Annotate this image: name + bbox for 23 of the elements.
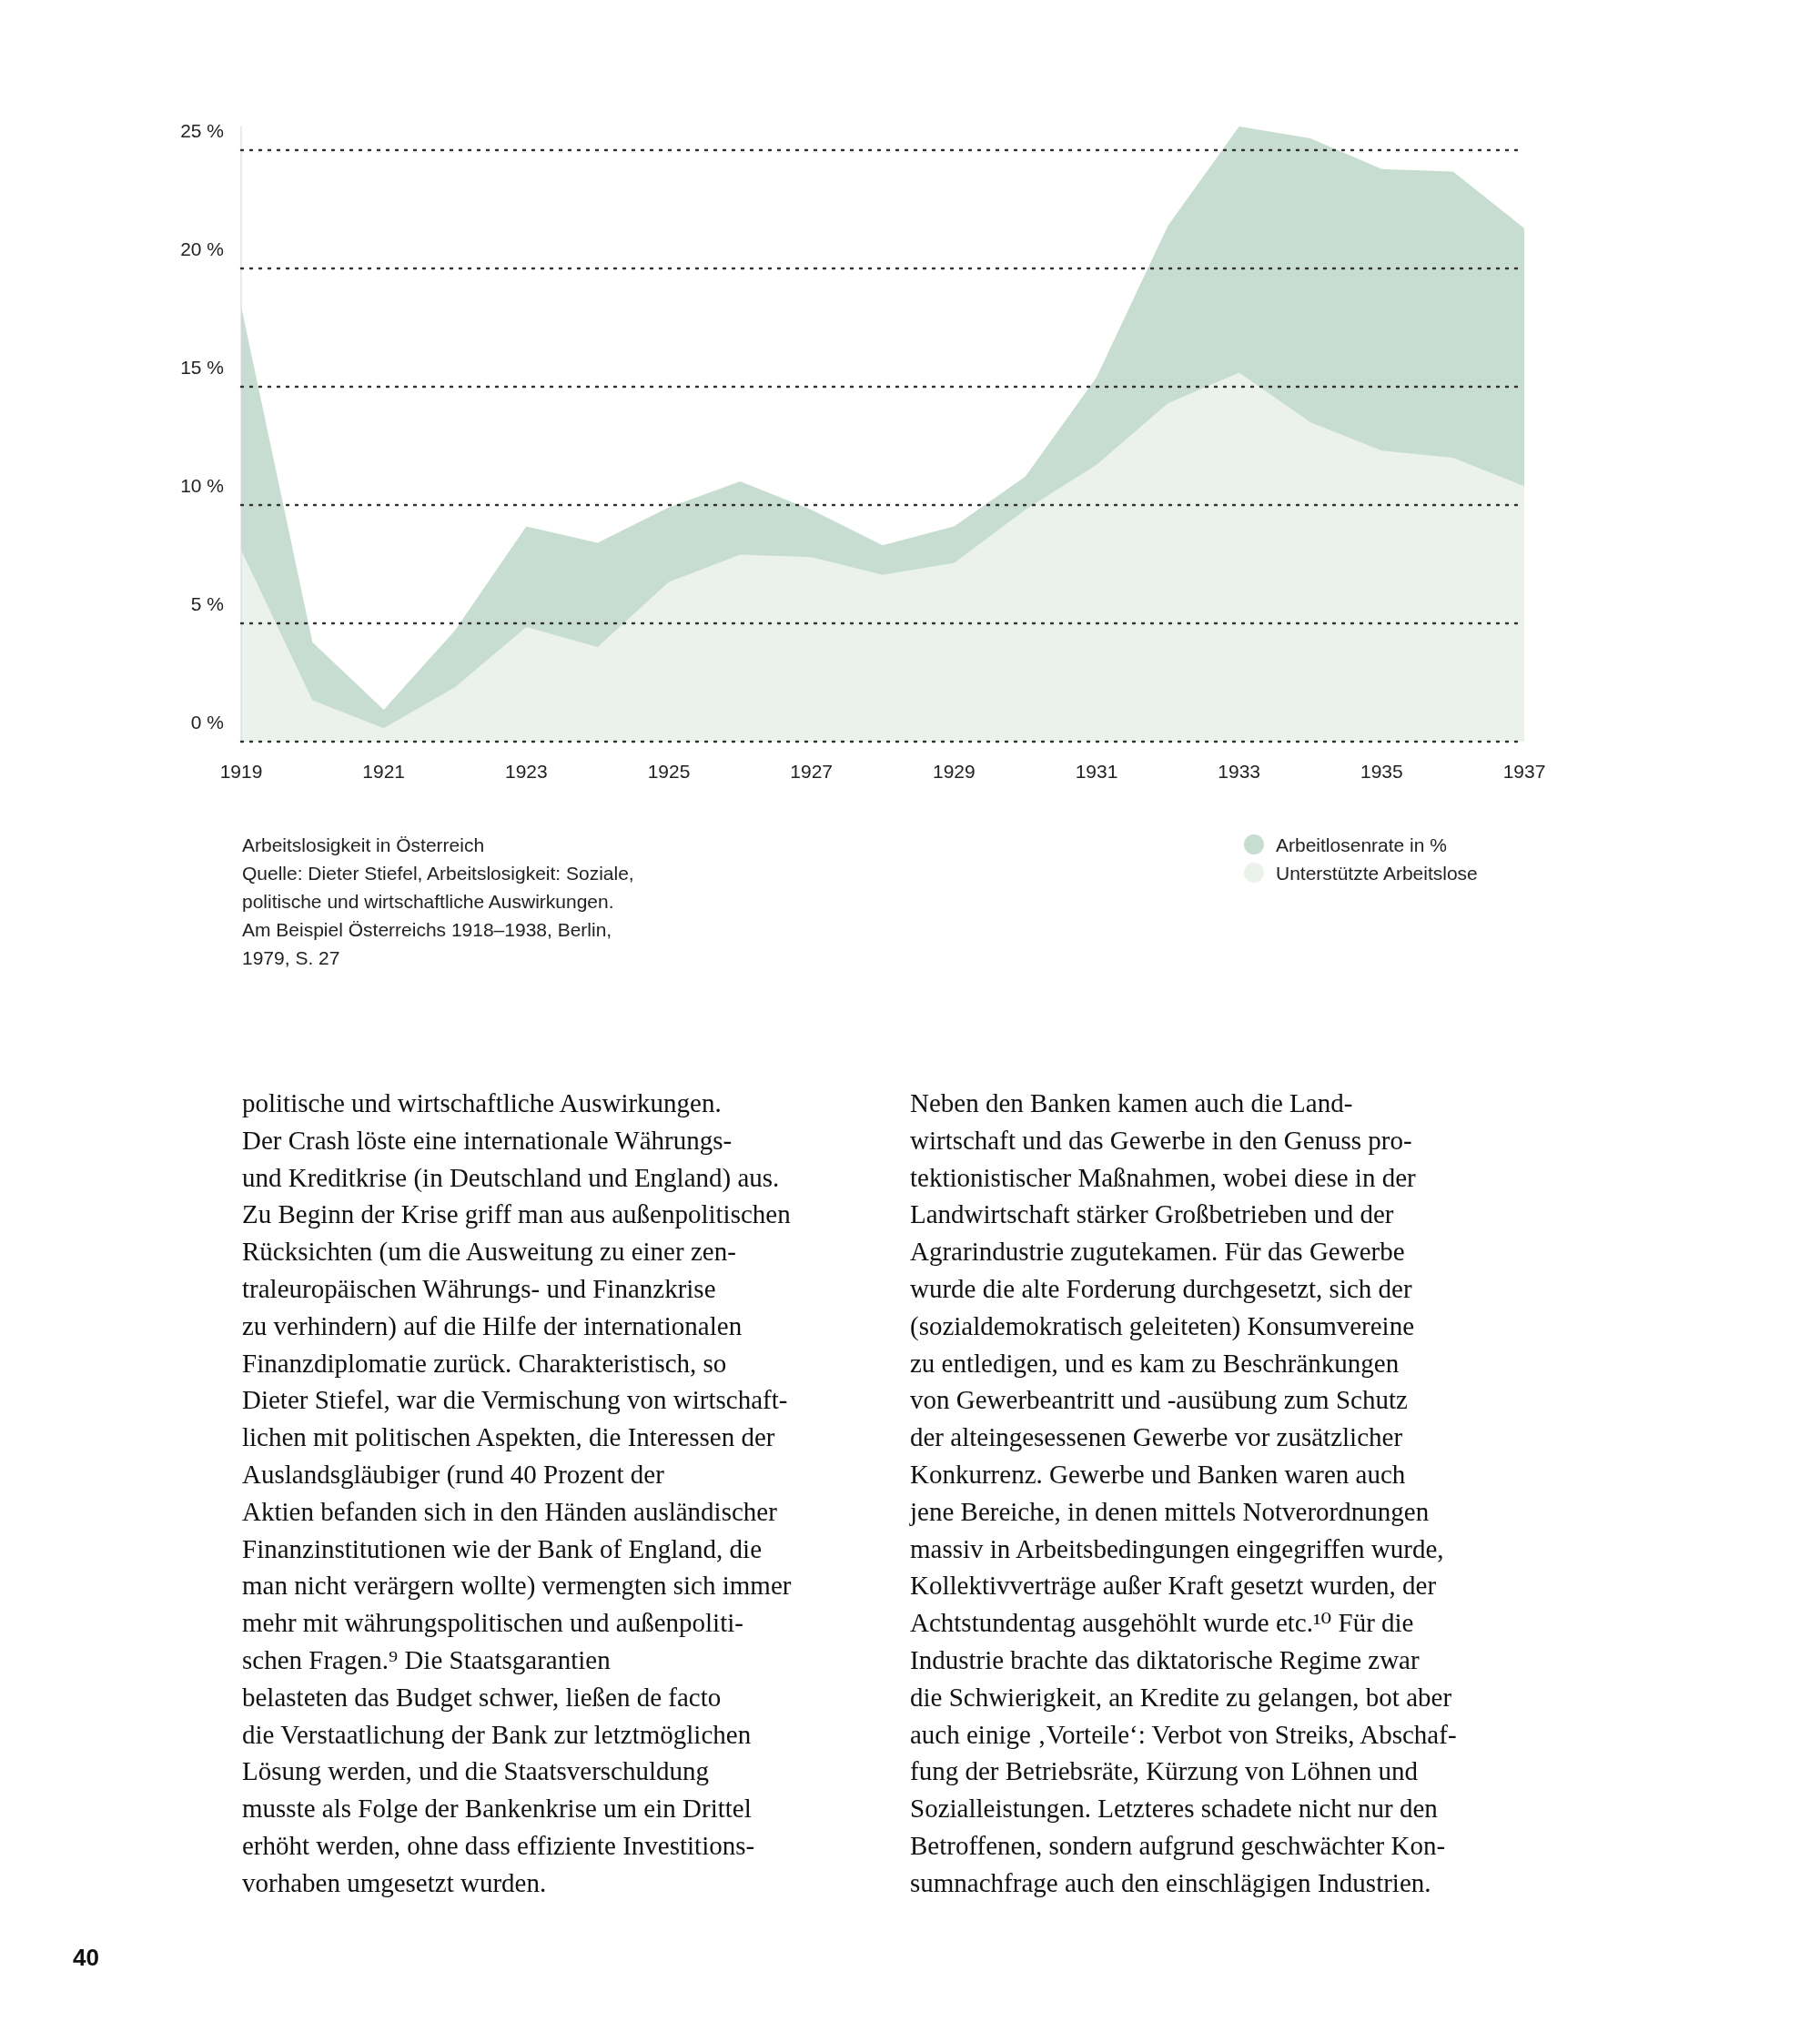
x-tick-label: 1927: [790, 761, 834, 782]
y-tick-label: 20 %: [180, 238, 224, 259]
x-tick-label: 1935: [1360, 761, 1403, 782]
x-tick-label: 1919: [219, 761, 263, 782]
y-tick-label: 15 %: [180, 357, 224, 378]
x-tick-label: 1929: [932, 761, 976, 782]
text: Neben den Banken kamen auch die Land- wirtschaft und das Gewerbe in den Genuss pro- tektionistischer Maßnahmen, wobei diese in der Landwirtschaft stärker Großbetrieben und der Agrarindustrie zugutekamen. Für das Gewerbe wurde die alte Forderung durchgesetzt, sich der (sozialdemokratisch geleiteten) Konsumvereine zu entledigen, und es kam zu Beschränkungen von Gewerbeantritt und -ausübung zum Schutz der alteingesessenen Gewerbe vor zusätzlicher Konkurrenz. Gewerbe und Banken waren auch jene Bereiche, in denen mittels Notverordnungen massiv in Arbeitsbedingungen eingegriffen wurde, Kollektivverträge außer Kraft gesetzt wurden, der Achtstundentag ausgehöhlt wurde etc.¹⁰ Für die Industrie brachte das diktatorische Regime zwar die Schwierigkeit, an Kredite zu gelangen, bot aber auch einige ‚Vorteile‘: Verbot von Streiks, Abschaf- fung der Betriebsräte, Kürzung von Löhnen und Sozialleistungen. Letzteres schadete nicht nur den Betroffenen, sondern aufgrund geschwächter Kon- sumnachfrage auch den einschlägigen Industrien.: [910, 1088, 1457, 1897]
y-tick-label: 25 %: [180, 120, 224, 141]
x-tick-label: 1925: [647, 761, 691, 782]
y-tick-label: 10 %: [180, 475, 224, 496]
text: 40: [73, 1944, 99, 1971]
x-tick-label: 1931: [1075, 761, 1118, 782]
text: politische und wirtschaftliche Auswirkungen. Der Crash löste eine internationale Währungs- und Kreditkrise (in Deutschland und England) aus. Zu Beginn der Krise griff man aus außenpolitischen Rücksichten (um die Ausweitung zu einer zen- traleuropäischen Währungs- und Finanzkrise zu verhindern) auf die Hilfe der internationalen Finanzdiplomatie zurück. Charakteristisch, so Dieter Stiefel, war die Vermischung von wirtschaft- lichen mit politischen Aspekten, die Interessen der Auslandsgläubiger (rund 40 Prozent der Aktien befanden sich in den Händen ausländischer Finanzinstitutionen wie der Bank of England, die man nicht verärgern wollte) vermengten sich immer mehr mit währungspolitischen und außenpoliti- schen Fragen.⁹ Die Staatsgarantien belasteten das Budget schwer, ließen de facto die Verstaatlichung der Bank zur letztmöglichen Lösung werden, und die Staatsverschuldung musste als Folge der Bankenkrise um ein Drittel erhöht werden, ohne dass effiziente Investitions- vorhaben umgesetzt wurden.: [242, 1088, 792, 1897]
legend-label: Arbeitlosenrate in %: [1276, 834, 1447, 855]
source-note: Quelle: Dieter Stiefel, Arbeitslosigkeit: Soziale, politische und wirtschaftliche Auswirkungen. Am Beispiel Österreichs 1918–1938, Berlin, 1979, S. 27: [242, 863, 634, 968]
x-tick-label: 1937: [1502, 761, 1546, 782]
legend-label: Unterstützte Arbeitslose: [1276, 863, 1478, 884]
y-tick-label: 0 %: [190, 712, 224, 733]
y-tick-label: 5 %: [190, 593, 224, 614]
x-tick-label: 1933: [1218, 761, 1261, 782]
text: Arbeitslosigkeit in Österreich: [242, 834, 485, 855]
x-tick-label: 1923: [504, 761, 548, 782]
x-tick-label: 1921: [362, 761, 406, 782]
